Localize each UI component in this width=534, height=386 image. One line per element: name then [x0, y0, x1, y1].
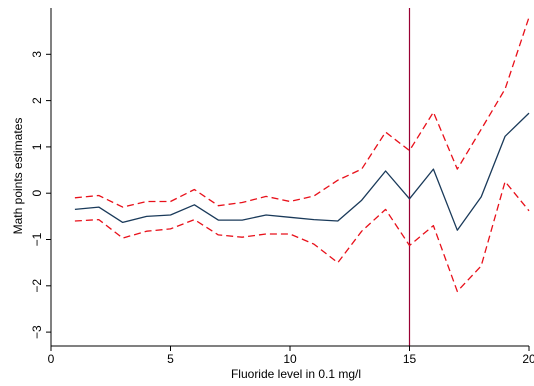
- x-tick-label: 10: [283, 352, 297, 366]
- series-line-upper-ci: [74, 17, 530, 208]
- plot-area: [74, 8, 530, 346]
- x-tick-label: 15: [403, 352, 417, 366]
- y-tick-label: 1: [30, 143, 44, 150]
- x-tick-label: 5: [167, 352, 174, 366]
- y-tick-label: −1: [30, 232, 44, 246]
- x-axis-title: Fluoride level in 0.1 mg/l: [231, 367, 361, 381]
- x-tick-label: 20: [522, 352, 534, 366]
- y-tick-label: 3: [30, 51, 44, 58]
- x-tick-label: 0: [48, 352, 55, 366]
- series-line-lower-ci: [74, 180, 530, 293]
- y-tick-label: −3: [30, 325, 44, 339]
- series-line-estimate: [74, 112, 530, 231]
- axes: 0 5 10 15 20 −3 −2 −1 0 1 2 3: [30, 8, 534, 366]
- y-tick-label: 2: [30, 97, 44, 104]
- y-tick-label: 0: [30, 190, 44, 197]
- y-axis-title: Math points estimates: [11, 118, 25, 235]
- y-tick-label: −2: [30, 279, 44, 293]
